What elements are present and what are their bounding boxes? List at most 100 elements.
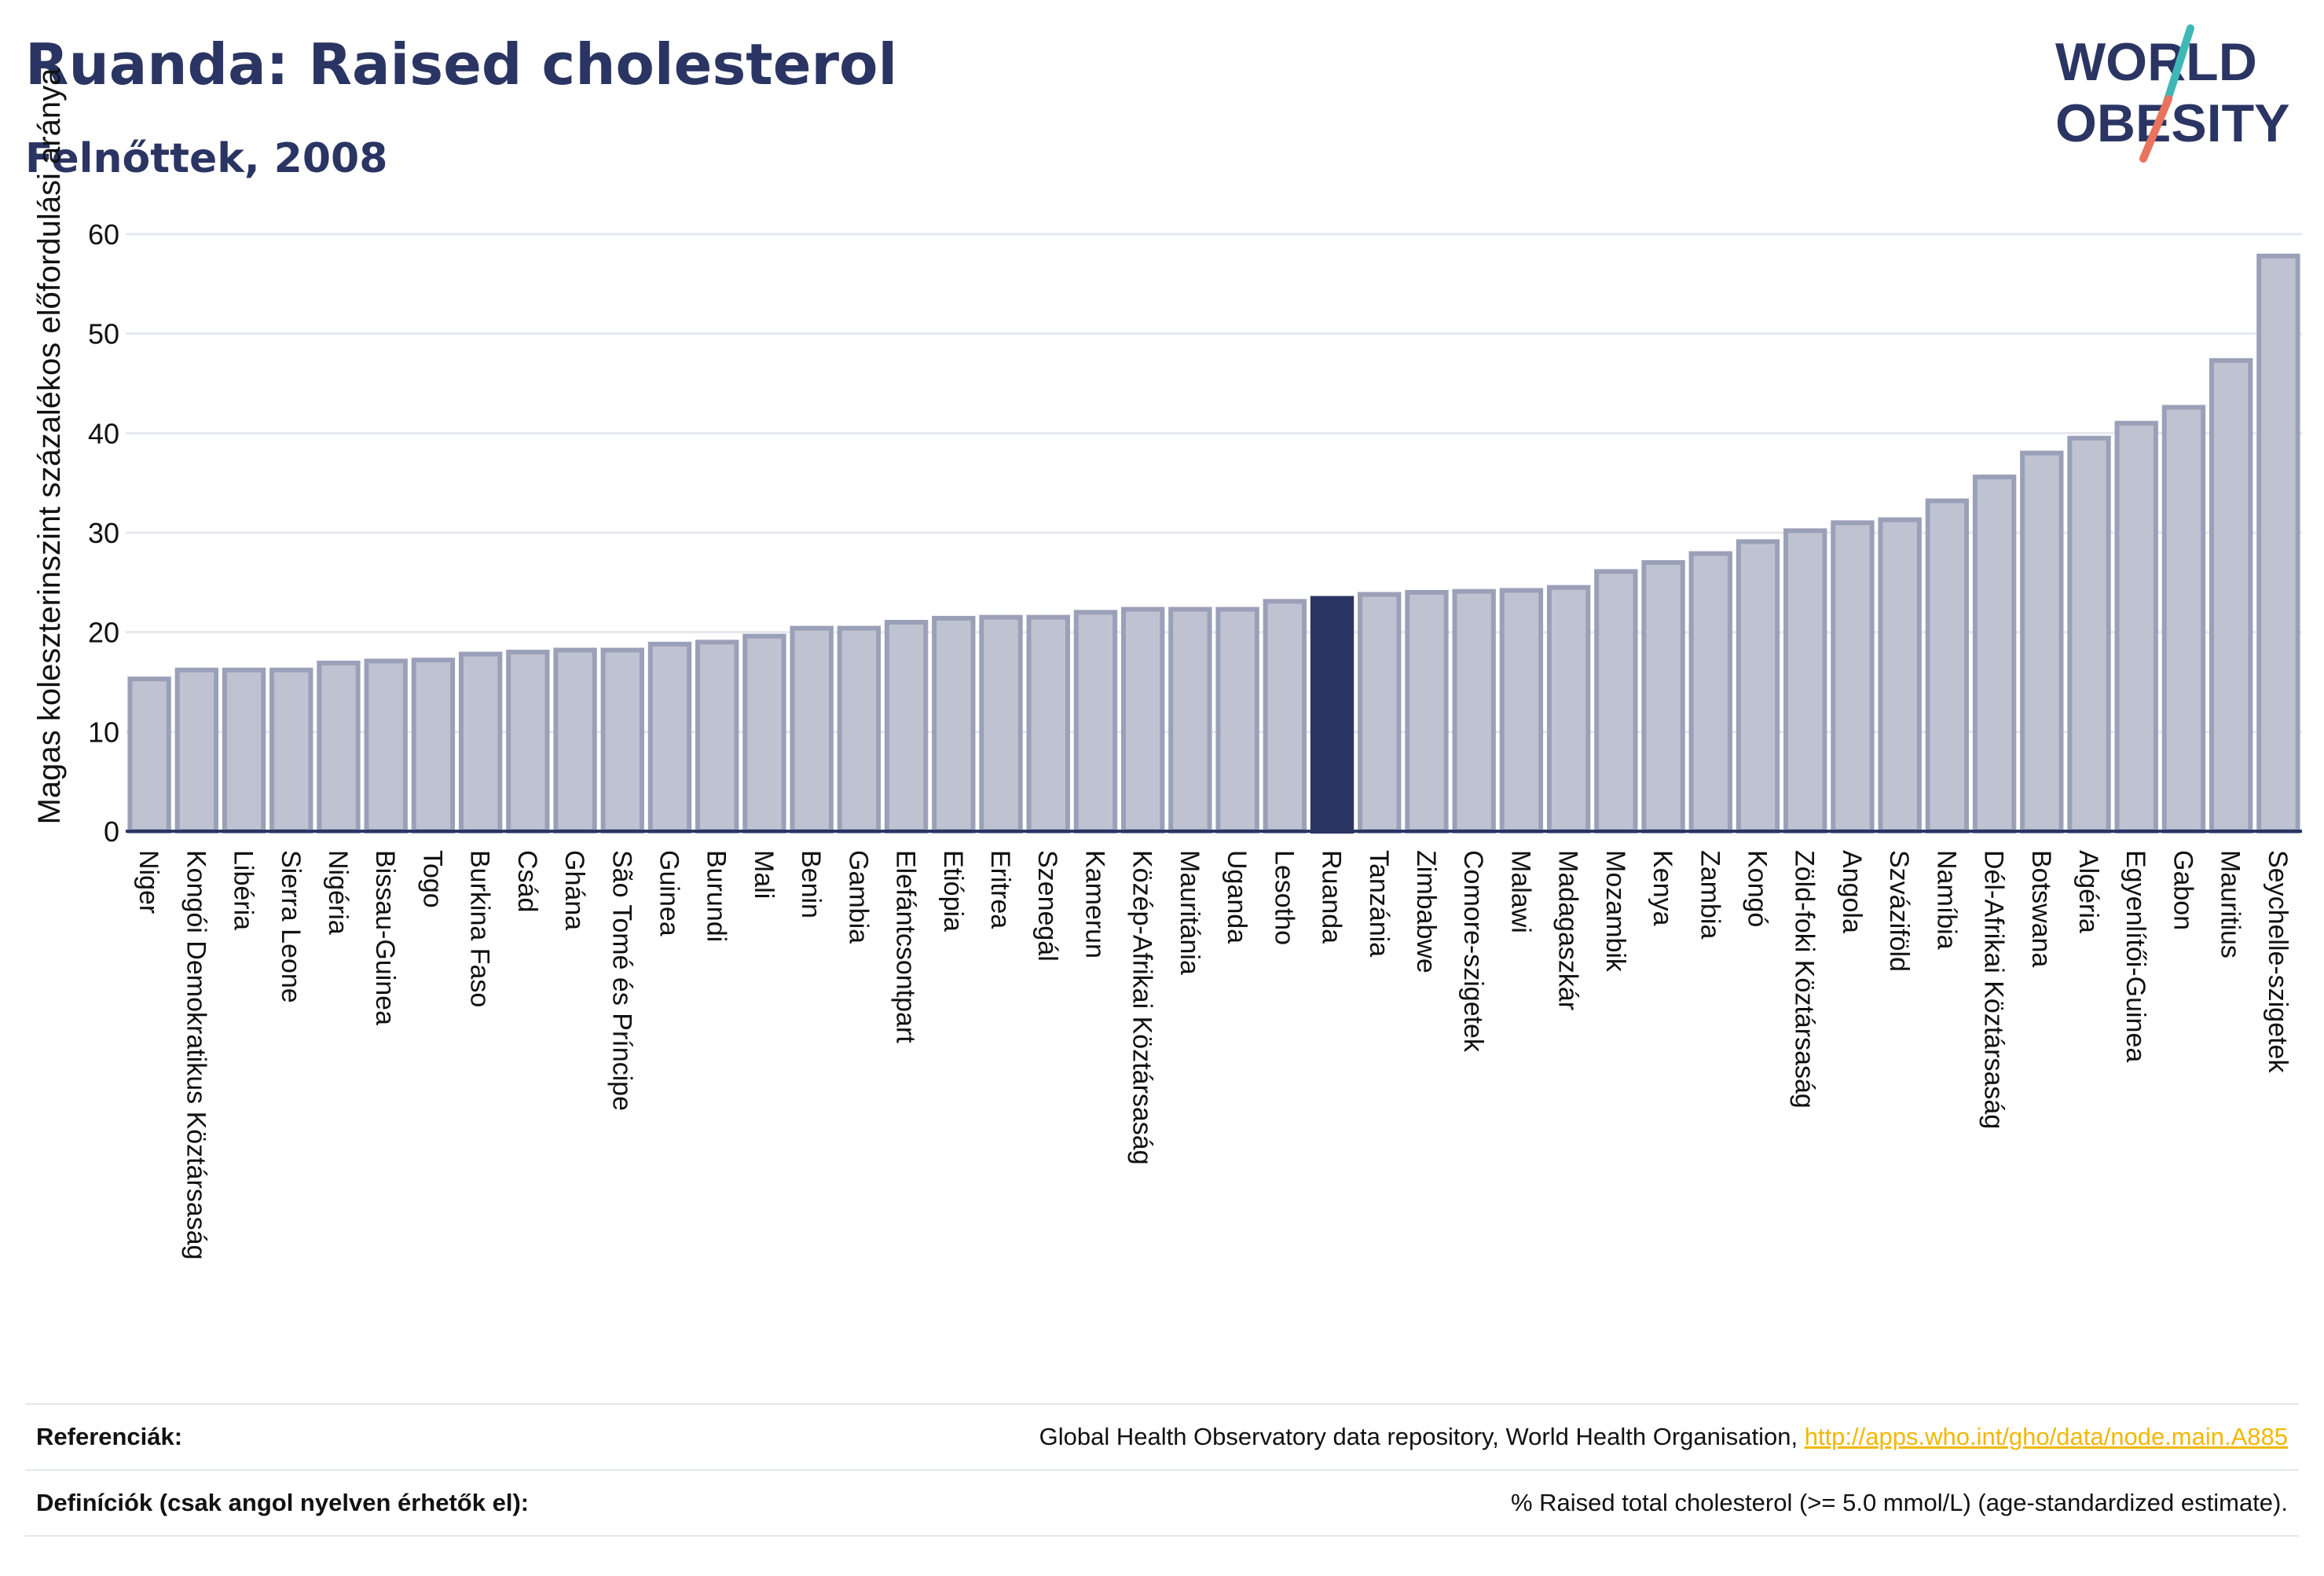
bar: [742, 633, 786, 834]
bar: [790, 625, 834, 834]
y-tick-label: 10: [88, 716, 119, 748]
x-tick-label: Tanzánia: [1364, 850, 1394, 957]
references-link[interactable]: http://apps.who.int/gho/data/node.main.A…: [1804, 1423, 2288, 1450]
chart-subtitle: Felnőttek, 2008: [25, 135, 388, 182]
bars: [127, 253, 2300, 834]
bar: [600, 647, 644, 834]
bar: [884, 620, 929, 834]
bar: [1120, 607, 1165, 834]
x-tick-label: Gabon: [2168, 850, 2198, 930]
x-tick-label: Benin: [796, 850, 826, 918]
bar: [1405, 590, 1449, 834]
x-tick-label: Zimbabwe: [1411, 850, 1441, 973]
references-text: Global Health Observatory data repositor…: [1039, 1423, 1798, 1450]
bar: [1215, 607, 1259, 834]
x-tick-label: Kamerun: [1080, 850, 1109, 958]
x-tick-label: Mauritius: [2216, 850, 2245, 958]
x-tick-label: Namíbia: [1931, 850, 1961, 950]
references-value: Global Health Observatory data repositor…: [1039, 1423, 2299, 1451]
bar: [695, 640, 739, 834]
x-tick-label: Sierra Leone: [276, 850, 306, 1003]
bar: [1358, 592, 1402, 834]
bar: [932, 615, 976, 834]
x-tick-label: Közép-Afrikai Köztársaság: [1127, 850, 1157, 1165]
x-axis-labels: Niger Kongói Demokratikus Köztársaság Libé…: [134, 850, 2293, 1260]
logo-text-obesity: OBESITY: [2055, 93, 2290, 153]
bar: [364, 658, 408, 834]
x-tick-label: Comore-szigetek: [1458, 850, 1488, 1053]
x-tick-label: Elefántcsontpart: [891, 850, 921, 1043]
bar: [2114, 420, 2158, 834]
bar: [1736, 539, 1780, 834]
x-tick-label: Egyenlítői-Guinea: [2121, 850, 2150, 1062]
x-tick-label: Mozambik: [1600, 850, 1630, 973]
x-tick-label: Burundi: [702, 850, 731, 942]
references-label: Referenciák:: [36, 1423, 183, 1450]
bar: [1783, 528, 1827, 834]
x-tick-label: Nigéria: [323, 850, 353, 935]
page-title: Ruanda: Raised cholesterol: [25, 31, 898, 97]
y-axis-label: Magas koleszterinszint százalékos előfor…: [32, 68, 67, 824]
bar-highlighted: [1310, 596, 1354, 834]
definitions-text: % Raised total cholesterol (>= 5.0 mmol/…: [1510, 1489, 2288, 1516]
x-tick-label: Lesotho: [1269, 850, 1299, 945]
bar: [2067, 435, 2111, 834]
x-tick-label: Kenya: [1648, 850, 1677, 925]
x-tick-label: Bissau-Guinea: [370, 850, 400, 1025]
bar: [1972, 475, 2017, 834]
footer: Referenciák: Global Health Observatory d…: [25, 1403, 2299, 1537]
y-tick-label: 60: [88, 218, 119, 251]
bar: [458, 651, 503, 834]
bar: [1073, 610, 1118, 834]
definitions-label: Definíciók (csak angol nyelven érhetők e…: [36, 1489, 530, 1516]
bar: [1641, 560, 1685, 834]
x-tick-label: Etiópia: [938, 850, 968, 932]
bar: [1688, 551, 1732, 834]
bar: [979, 614, 1023, 834]
x-tick-label: Seychelle-szigetek: [2263, 850, 2293, 1073]
bar: [127, 676, 171, 834]
bar: [1499, 588, 1544, 834]
y-axis-ticks: 0 10 20 30 40 50 60: [88, 218, 119, 848]
bar: [2020, 450, 2064, 834]
bar: [1546, 585, 1591, 834]
y-tick-label: 40: [88, 417, 119, 449]
bar: [2209, 357, 2253, 834]
x-tick-label: Uganda: [1222, 850, 1252, 944]
x-tick-label: Algéria: [2073, 850, 2103, 933]
bar: [1168, 607, 1212, 834]
x-tick-label: Csád: [512, 850, 542, 912]
x-tick-label: Szváziföld: [1884, 850, 1914, 972]
bar: [837, 625, 882, 834]
bar: [1594, 569, 1638, 834]
logo-text-world: WORLD: [2055, 32, 2257, 92]
x-tick-label: Madagaszkár: [1553, 850, 1583, 1010]
logo-slash-bottom: [2139, 95, 2172, 163]
bar: [1026, 614, 1070, 834]
bar: [222, 667, 266, 834]
logo-slash-top: [2163, 24, 2194, 106]
x-tick-label: Zöld-foki Köztársaság: [1790, 850, 1820, 1109]
bar: [2161, 405, 2206, 834]
x-tick-label: Mauritánia: [1175, 850, 1204, 975]
x-tick-label: Niger: [134, 850, 163, 914]
x-tick-label: Gambia: [843, 850, 873, 944]
x-tick-label: Botswana: [2026, 850, 2056, 967]
bar-chart: 0 10 20 30 40 50 60 Niger Kongói Demokratikus K…: [32, 68, 2302, 1260]
y-tick-label: 30: [88, 517, 119, 549]
bar: [411, 658, 456, 834]
x-tick-label: Kongó: [1743, 850, 1772, 927]
x-tick-label: Togo: [417, 850, 447, 908]
bar: [1263, 599, 1307, 834]
x-tick-label: Burkina Faso: [465, 850, 495, 1007]
x-tick-label: Kongói Demokratikus Köztársaság: [181, 850, 211, 1260]
x-tick-label: Guinea: [654, 850, 684, 936]
y-tick-label: 50: [88, 318, 119, 350]
x-tick-label: Ruanda: [1317, 850, 1347, 944]
bar: [553, 647, 597, 834]
x-tick-label: Eritrea: [985, 850, 1015, 929]
x-tick-label: Zambia: [1695, 850, 1725, 939]
bar: [174, 667, 219, 834]
bar: [317, 660, 361, 834]
y-tick-label: 20: [88, 617, 119, 649]
